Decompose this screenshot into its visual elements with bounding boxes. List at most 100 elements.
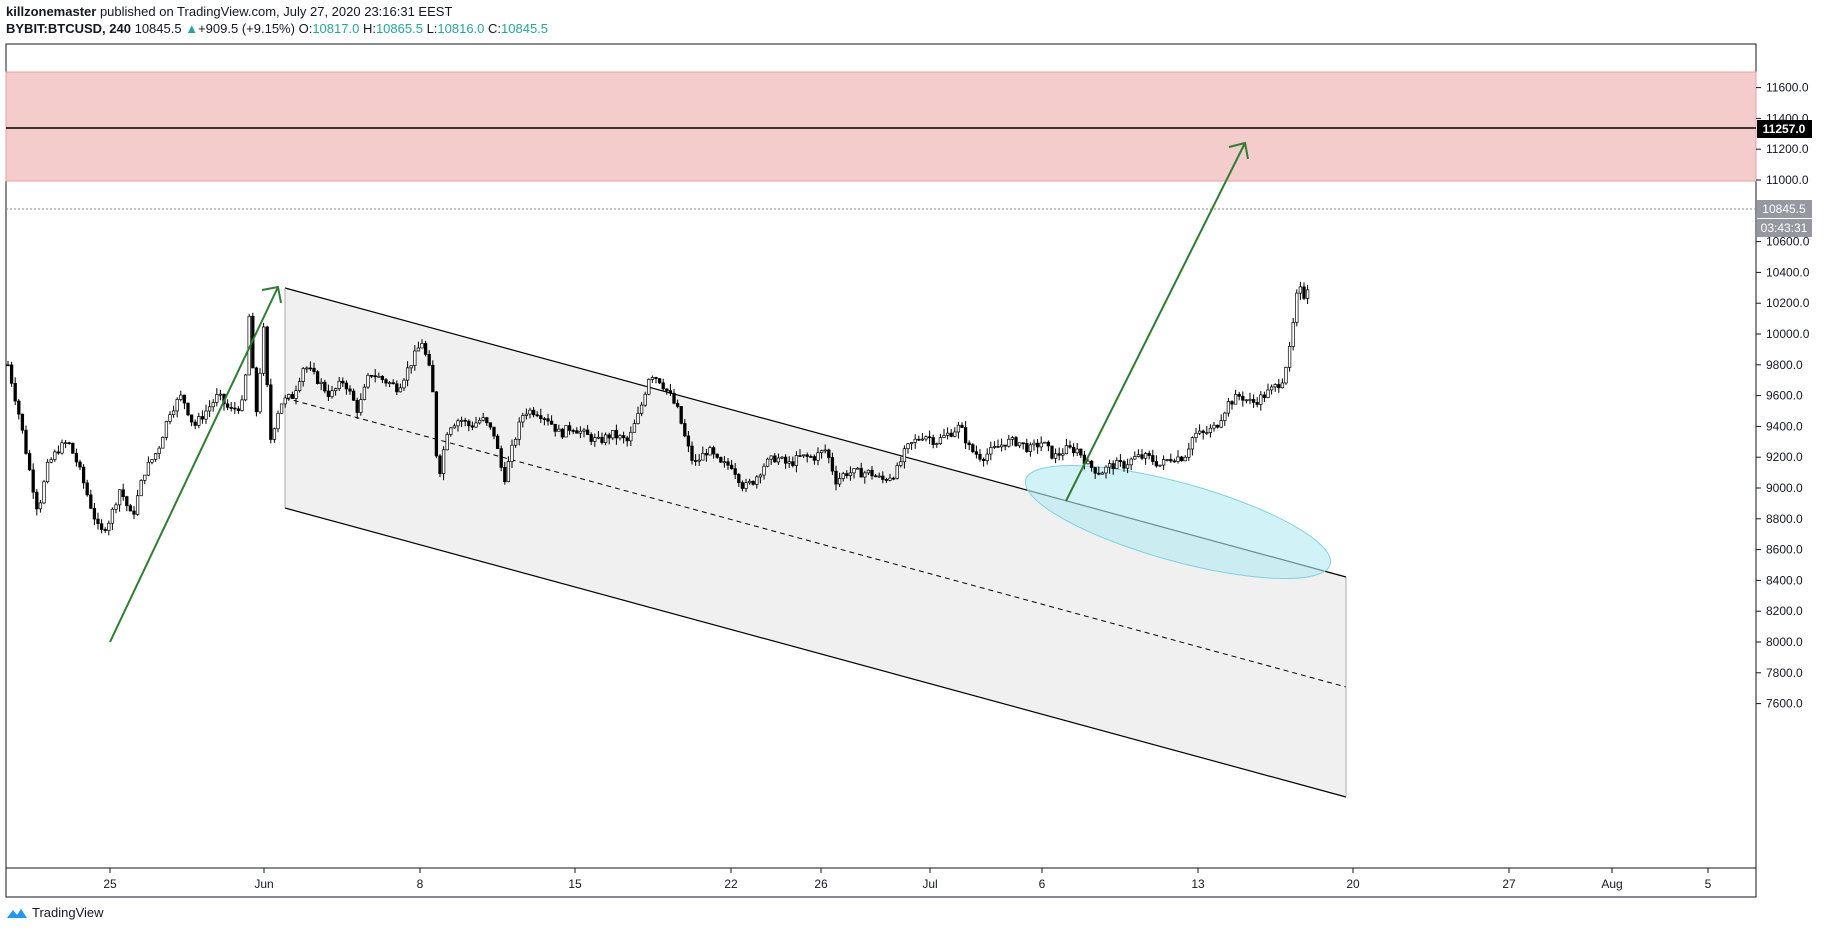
tradingview-footer[interactable]: TradingView <box>6 905 104 920</box>
candle-body <box>301 368 305 382</box>
candle-body <box>787 461 791 464</box>
candle-body <box>755 476 759 485</box>
time-tick-label: 26 <box>814 877 828 891</box>
candle-body <box>560 428 565 438</box>
breakout-ellipse[interactable] <box>1015 442 1340 602</box>
candle-body <box>20 413 25 431</box>
candle-body <box>1197 430 1202 434</box>
projection-arrows[interactable] <box>109 141 1249 643</box>
candle-body <box>290 394 295 399</box>
time-axis[interactable]: 25 Jun 8 15 22 26 Jul 6 13 20 27 Aug 5 <box>103 868 1712 891</box>
candle-body <box>675 402 680 407</box>
candle-body <box>1039 442 1043 448</box>
candle-body <box>715 453 719 458</box>
candle-body <box>773 455 777 463</box>
candle-body <box>884 479 889 481</box>
candle-body <box>740 482 745 489</box>
candle-body <box>1028 444 1033 452</box>
candle-body <box>830 457 835 472</box>
resistance-zone[interactable] <box>5 71 1757 182</box>
candle-body <box>650 377 655 380</box>
candle-body <box>341 380 345 384</box>
candle-body <box>510 444 514 462</box>
candle-body <box>1154 461 1159 467</box>
candle-body <box>395 383 399 393</box>
candle-body <box>704 452 709 456</box>
candle-body <box>218 393 223 396</box>
candle-body <box>945 432 950 436</box>
price-tick-label: 8200.0 <box>1766 604 1803 618</box>
arrow-head-2 <box>1228 141 1249 160</box>
candle-body <box>1097 472 1101 475</box>
candle-body <box>1201 430 1205 434</box>
price-axis[interactable]: 11600.011400.011200.011000.010600.010400… <box>1756 81 1810 711</box>
candle-body <box>1244 399 1249 402</box>
candle-body <box>438 455 442 474</box>
candle-body <box>654 377 658 379</box>
candle-body <box>1061 453 1065 456</box>
channel-median-line[interactable] <box>284 397 1347 688</box>
arrow-line-2[interactable] <box>1065 142 1246 502</box>
candle-body <box>582 429 586 432</box>
candle-body <box>427 354 431 366</box>
candle-body <box>351 390 356 401</box>
candle-body <box>863 472 867 478</box>
candle-body <box>693 460 698 462</box>
arrow-line-1[interactable] <box>109 286 279 643</box>
candle-body <box>384 379 388 384</box>
candle-body <box>121 489 125 497</box>
candle-body <box>873 475 878 478</box>
candle-body <box>1133 456 1137 460</box>
candle-body <box>737 474 741 483</box>
candle-body <box>474 422 478 428</box>
open-value: 10817.0 <box>312 21 360 36</box>
candle-body <box>265 326 269 386</box>
candle-body <box>67 442 71 445</box>
candle-body <box>243 374 248 401</box>
candle-body <box>459 419 464 422</box>
candle-body <box>985 453 989 461</box>
candle-body <box>1122 461 1126 469</box>
candle-body <box>1298 286 1303 294</box>
candle-body <box>31 469 35 493</box>
candle-body <box>78 461 82 468</box>
time-tick-label: 20 <box>1346 877 1360 891</box>
candle-body <box>150 459 154 463</box>
channel-lower-line[interactable] <box>284 507 1347 798</box>
candle-body <box>902 448 907 463</box>
candle-body <box>625 437 629 442</box>
candle-body <box>305 367 309 370</box>
candle-body <box>89 494 93 509</box>
candle-body <box>567 425 572 431</box>
candle-body <box>13 382 17 402</box>
candle-body <box>1007 438 1011 447</box>
candle-body <box>708 447 712 456</box>
candle-body <box>974 451 979 455</box>
level-badge <box>1757 120 1812 138</box>
candle-body <box>499 448 503 468</box>
candle-body <box>330 390 334 398</box>
candle-body <box>416 347 421 352</box>
candle-body <box>672 392 676 404</box>
open-label: O: <box>298 21 313 36</box>
candle-body <box>261 326 266 374</box>
candle-body <box>1100 472 1105 475</box>
candle-body <box>1032 442 1036 446</box>
candle-body <box>366 374 370 388</box>
candle-body <box>780 456 784 459</box>
candle-body <box>128 505 133 512</box>
candle-body <box>679 406 683 424</box>
candle-body <box>870 469 874 477</box>
candle-body <box>96 518 100 525</box>
candle-body <box>1287 346 1292 368</box>
candle-body <box>971 444 975 453</box>
candle-body <box>909 442 914 445</box>
candle-body <box>791 461 795 466</box>
author-name[interactable]: killzonemaster <box>6 4 97 19</box>
candle-body <box>398 387 403 393</box>
countdown-badge-text: 03:43:31 <box>1761 221 1808 235</box>
candle-body <box>1021 442 1025 445</box>
candle-body <box>503 467 507 483</box>
candle-body <box>589 434 593 442</box>
